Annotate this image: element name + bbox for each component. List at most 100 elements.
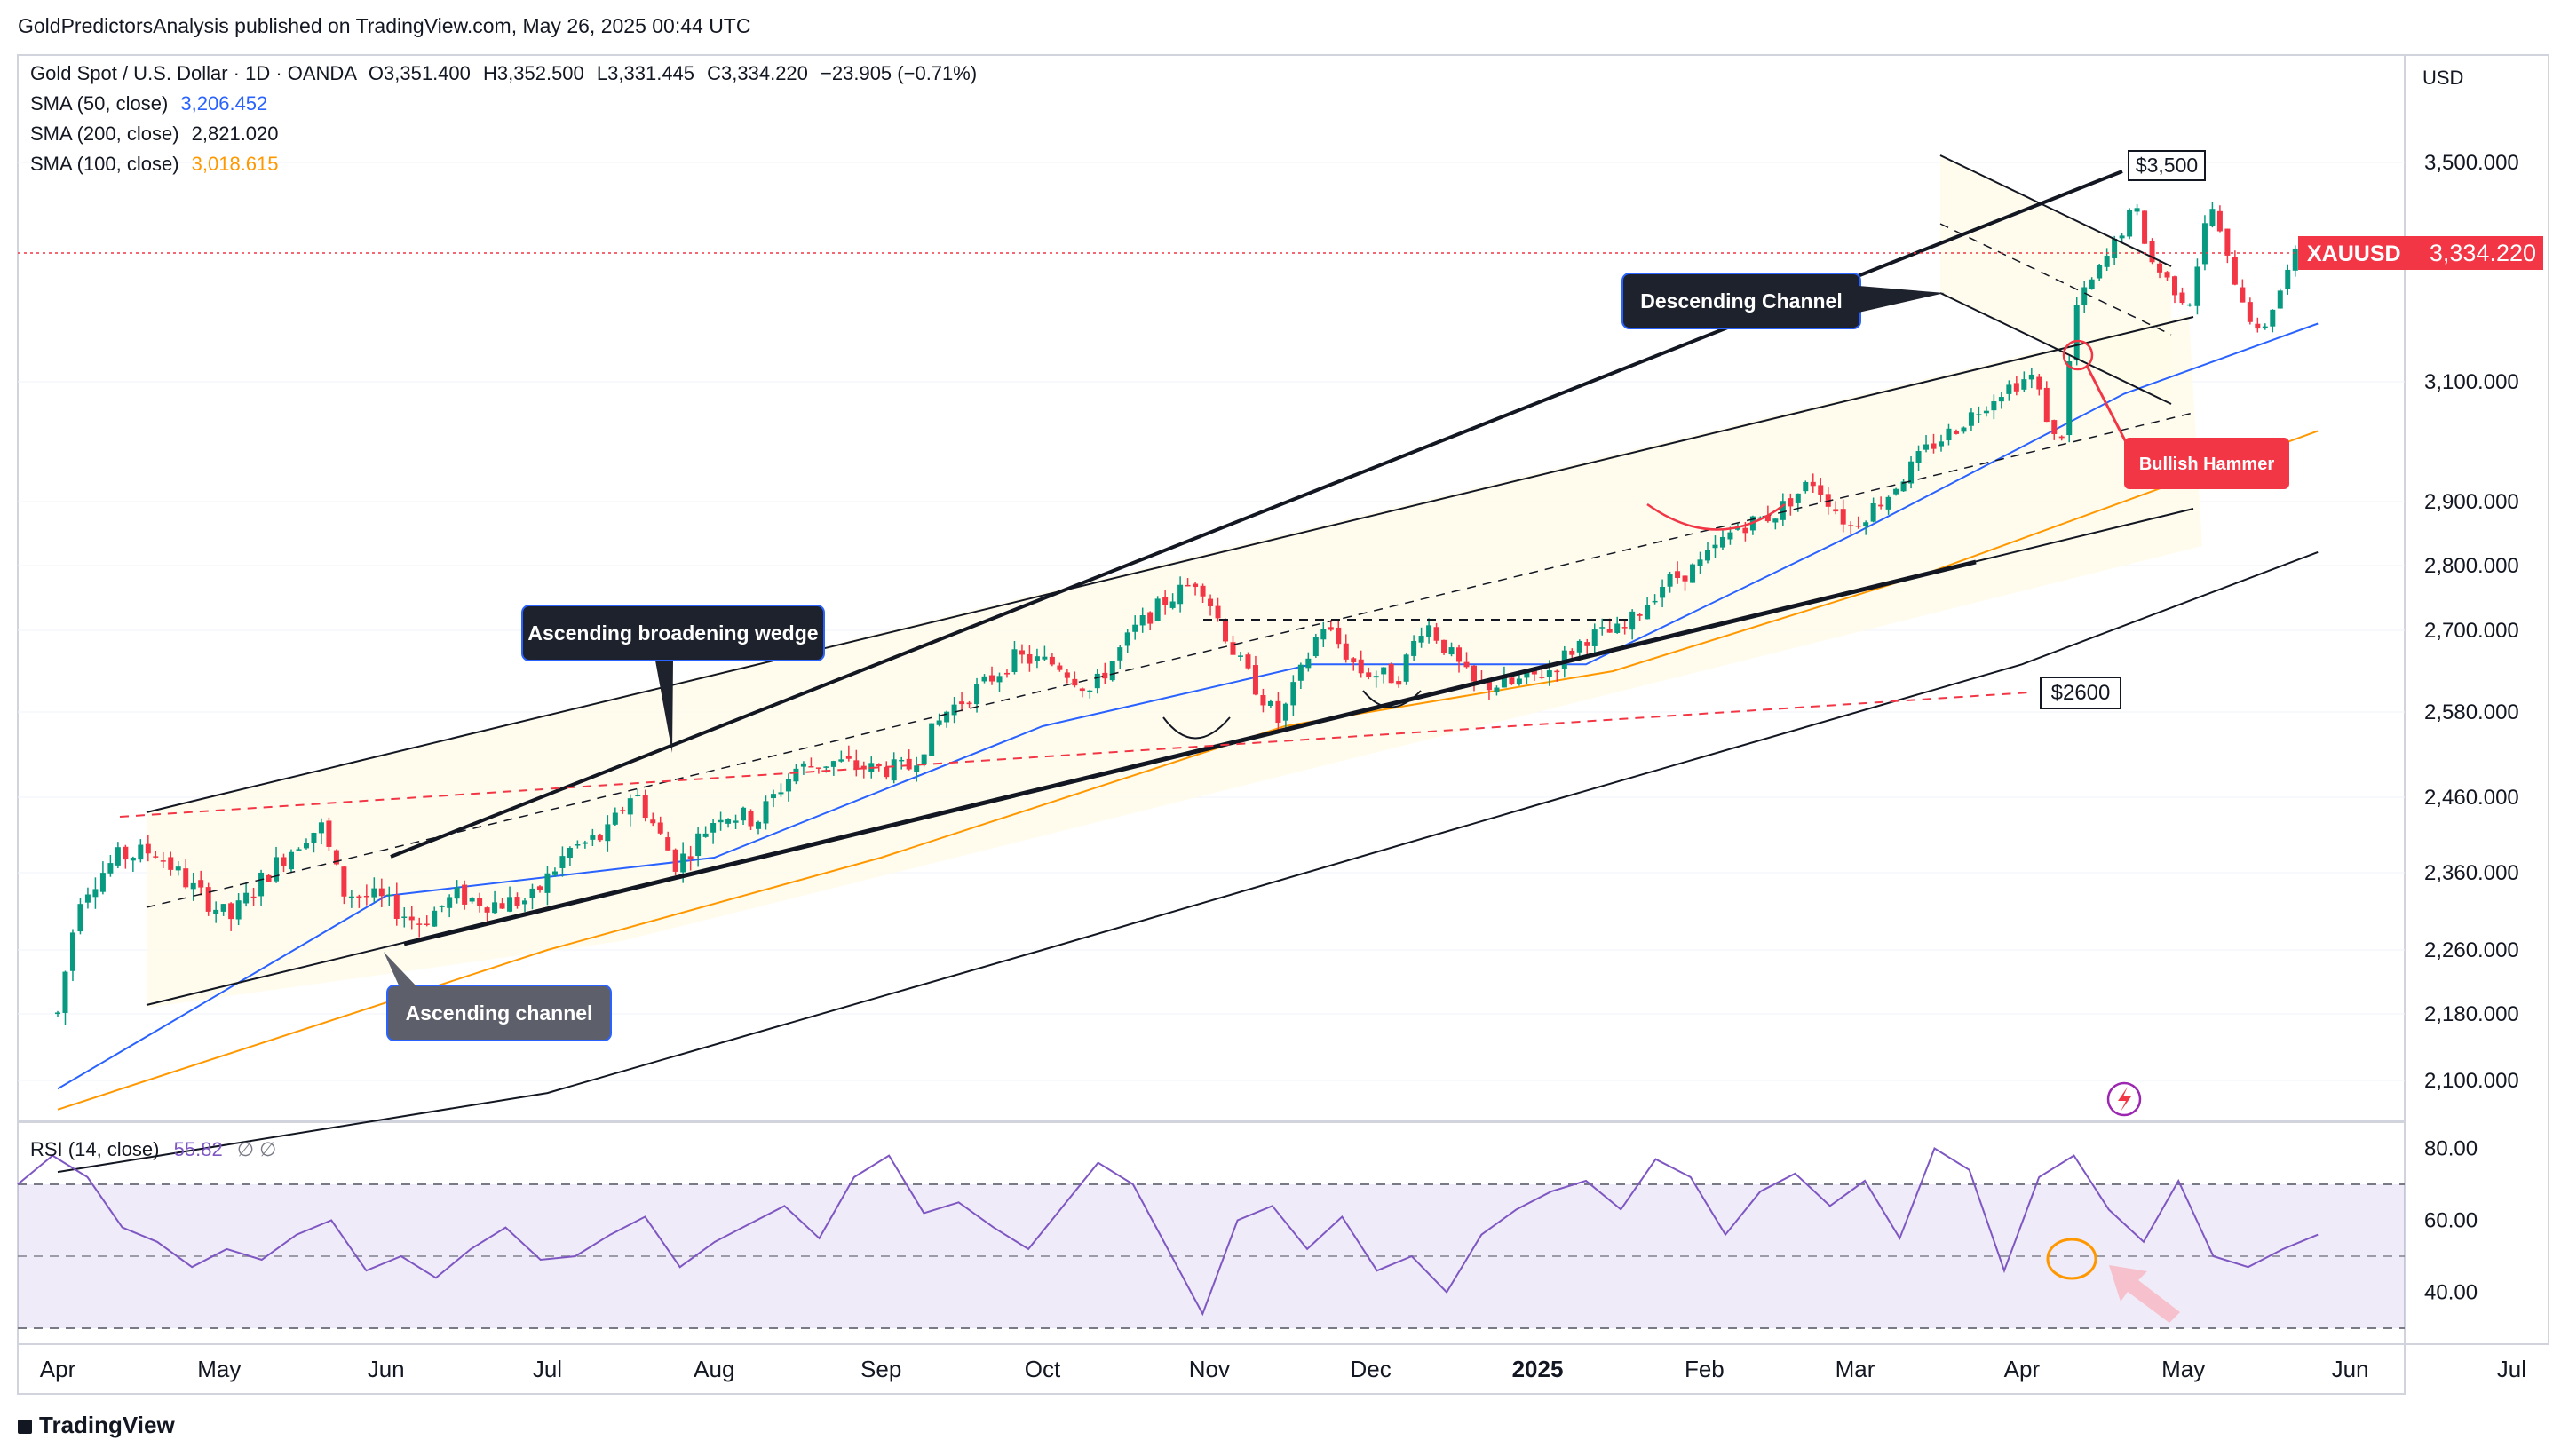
wedge-callout[interactable]: Ascending broadening wedge [521,605,825,753]
candle-body [2142,210,2148,244]
candle-body [1848,525,1854,526]
tradingview-logo[interactable]: TradingView [18,1412,175,1439]
candle-body [1042,656,1048,660]
time-tick-label: Apr [2004,1356,2041,1382]
candle-body [605,824,611,842]
candle-body [1011,649,1018,673]
candle-body [1968,412,1974,426]
lightning-icon[interactable] [2106,1081,2142,1117]
candle-body [1448,647,1455,655]
candle-body [966,702,972,705]
footer-brand: TradingView [39,1412,175,1438]
candle-body [2013,383,2019,392]
candle-body [1855,526,1861,527]
rsi-legend[interactable]: RSI (14, close) 55.82 ∅ ∅ [30,1138,276,1161]
sma-200-legend[interactable]: SMA (200, close) 2,821.020 [30,123,279,146]
candle-body [1072,678,1078,686]
candle-body [680,853,686,873]
candle-body [2081,287,2088,305]
sma-200-line[interactable] [57,550,2319,1174]
candle-body [725,819,732,824]
candle-body [2255,323,2261,329]
channel-callout[interactable]: Ascending channel [384,952,612,1041]
rsi-tick-label: 60.00 [2424,1209,2478,1233]
candle-body [1411,641,1417,656]
candle-body [2232,257,2238,285]
time-tick-label: 2025 [1512,1356,1564,1382]
bottom-arc-nov [1162,716,1231,740]
candle-body [1297,664,1304,681]
candle-body [363,895,369,898]
candle-body [1719,536,1725,548]
sma-50-line[interactable] [57,322,2319,1090]
candle-body [718,819,724,823]
sma-100-legend[interactable]: SMA (100, close) 3,018.615 [30,153,279,176]
time-tick-label: Jul [533,1356,562,1382]
rsi-tick-label: 40.00 [2424,1281,2478,1305]
sma-50-legend[interactable]: SMA (50, close) 3,206.452 [30,92,267,115]
candle-body [2058,436,2065,439]
candle-body [2112,238,2118,258]
candles[interactable] [55,202,2321,1025]
candle-body [333,850,339,865]
currency-label: USD [2422,67,2463,89]
candle-body [1591,629,1598,646]
candle-body [1396,681,1402,685]
candle-body [2006,384,2012,394]
candle-body [1569,650,1575,655]
candle-body [1825,494,1831,507]
candle-body [1576,640,1582,653]
candle-body [672,849,678,872]
candle-body [1712,544,1718,549]
candle-body [1863,522,1869,527]
price-tick-label: 2,180.000 [2424,1002,2519,1026]
candle-body [1818,485,1824,495]
candle-body [454,887,460,899]
candle-body [597,835,603,841]
price-tick-label: 2,700.000 [2424,619,2519,643]
time-axis[interactable] [17,1343,2406,1395]
candle-body [1208,598,1214,607]
candle-body [1780,501,1786,520]
candle-body [650,819,656,824]
candle-body [1034,656,1040,661]
candle-body [1124,632,1130,646]
rsi-pane[interactable] [17,1121,2406,1345]
candle-body [778,792,784,795]
desc-channel-upper [1939,154,2172,267]
candle-body [1946,428,1952,441]
descending-callout[interactable]: Descending Channel [1621,273,1945,329]
level-2600-label-box[interactable]: $2600 [2040,677,2121,709]
symbol-legend[interactable]: Gold Spot / U.S. Dollar · 1D · OANDA O3,… [30,62,977,85]
candle-body [77,904,83,932]
candle-body [1697,559,1703,566]
candle-body [1441,639,1447,653]
time-tick-label: May [2161,1356,2205,1382]
hammer-callout[interactable]: Bullish Hammer [2124,438,2289,489]
candle-body [424,923,430,925]
candle-body [1320,629,1327,640]
ohlc-close: C3,334.220 [707,62,808,84]
candle-body [1343,643,1349,660]
price-tick-label: 2,900.000 [2424,490,2519,514]
candle-body [1764,515,1771,522]
candle-body [1275,700,1281,724]
candle-body [1840,509,1846,525]
rsi-arrow-icon [2109,1265,2180,1323]
time-tick-label: Jun [2332,1356,2369,1382]
candle-body [748,811,754,827]
candle-body [2179,292,2185,304]
rsi-line[interactable] [17,1147,2319,1317]
level-3500-label-box[interactable]: $3,500 [2128,150,2206,181]
candle-body [1200,585,1206,597]
candle-body [1584,642,1590,646]
candle-body [416,923,423,925]
hammer-circle [2062,339,2094,371]
candle-body [544,873,551,893]
sma-200-value: 2,821.020 [191,123,279,145]
candle-body [710,823,717,833]
time-tick-label: Nov [1189,1356,1230,1382]
candle-body [951,704,957,716]
last-price-badge[interactable]: XAUUSD 3,334.220 [2298,236,2543,270]
